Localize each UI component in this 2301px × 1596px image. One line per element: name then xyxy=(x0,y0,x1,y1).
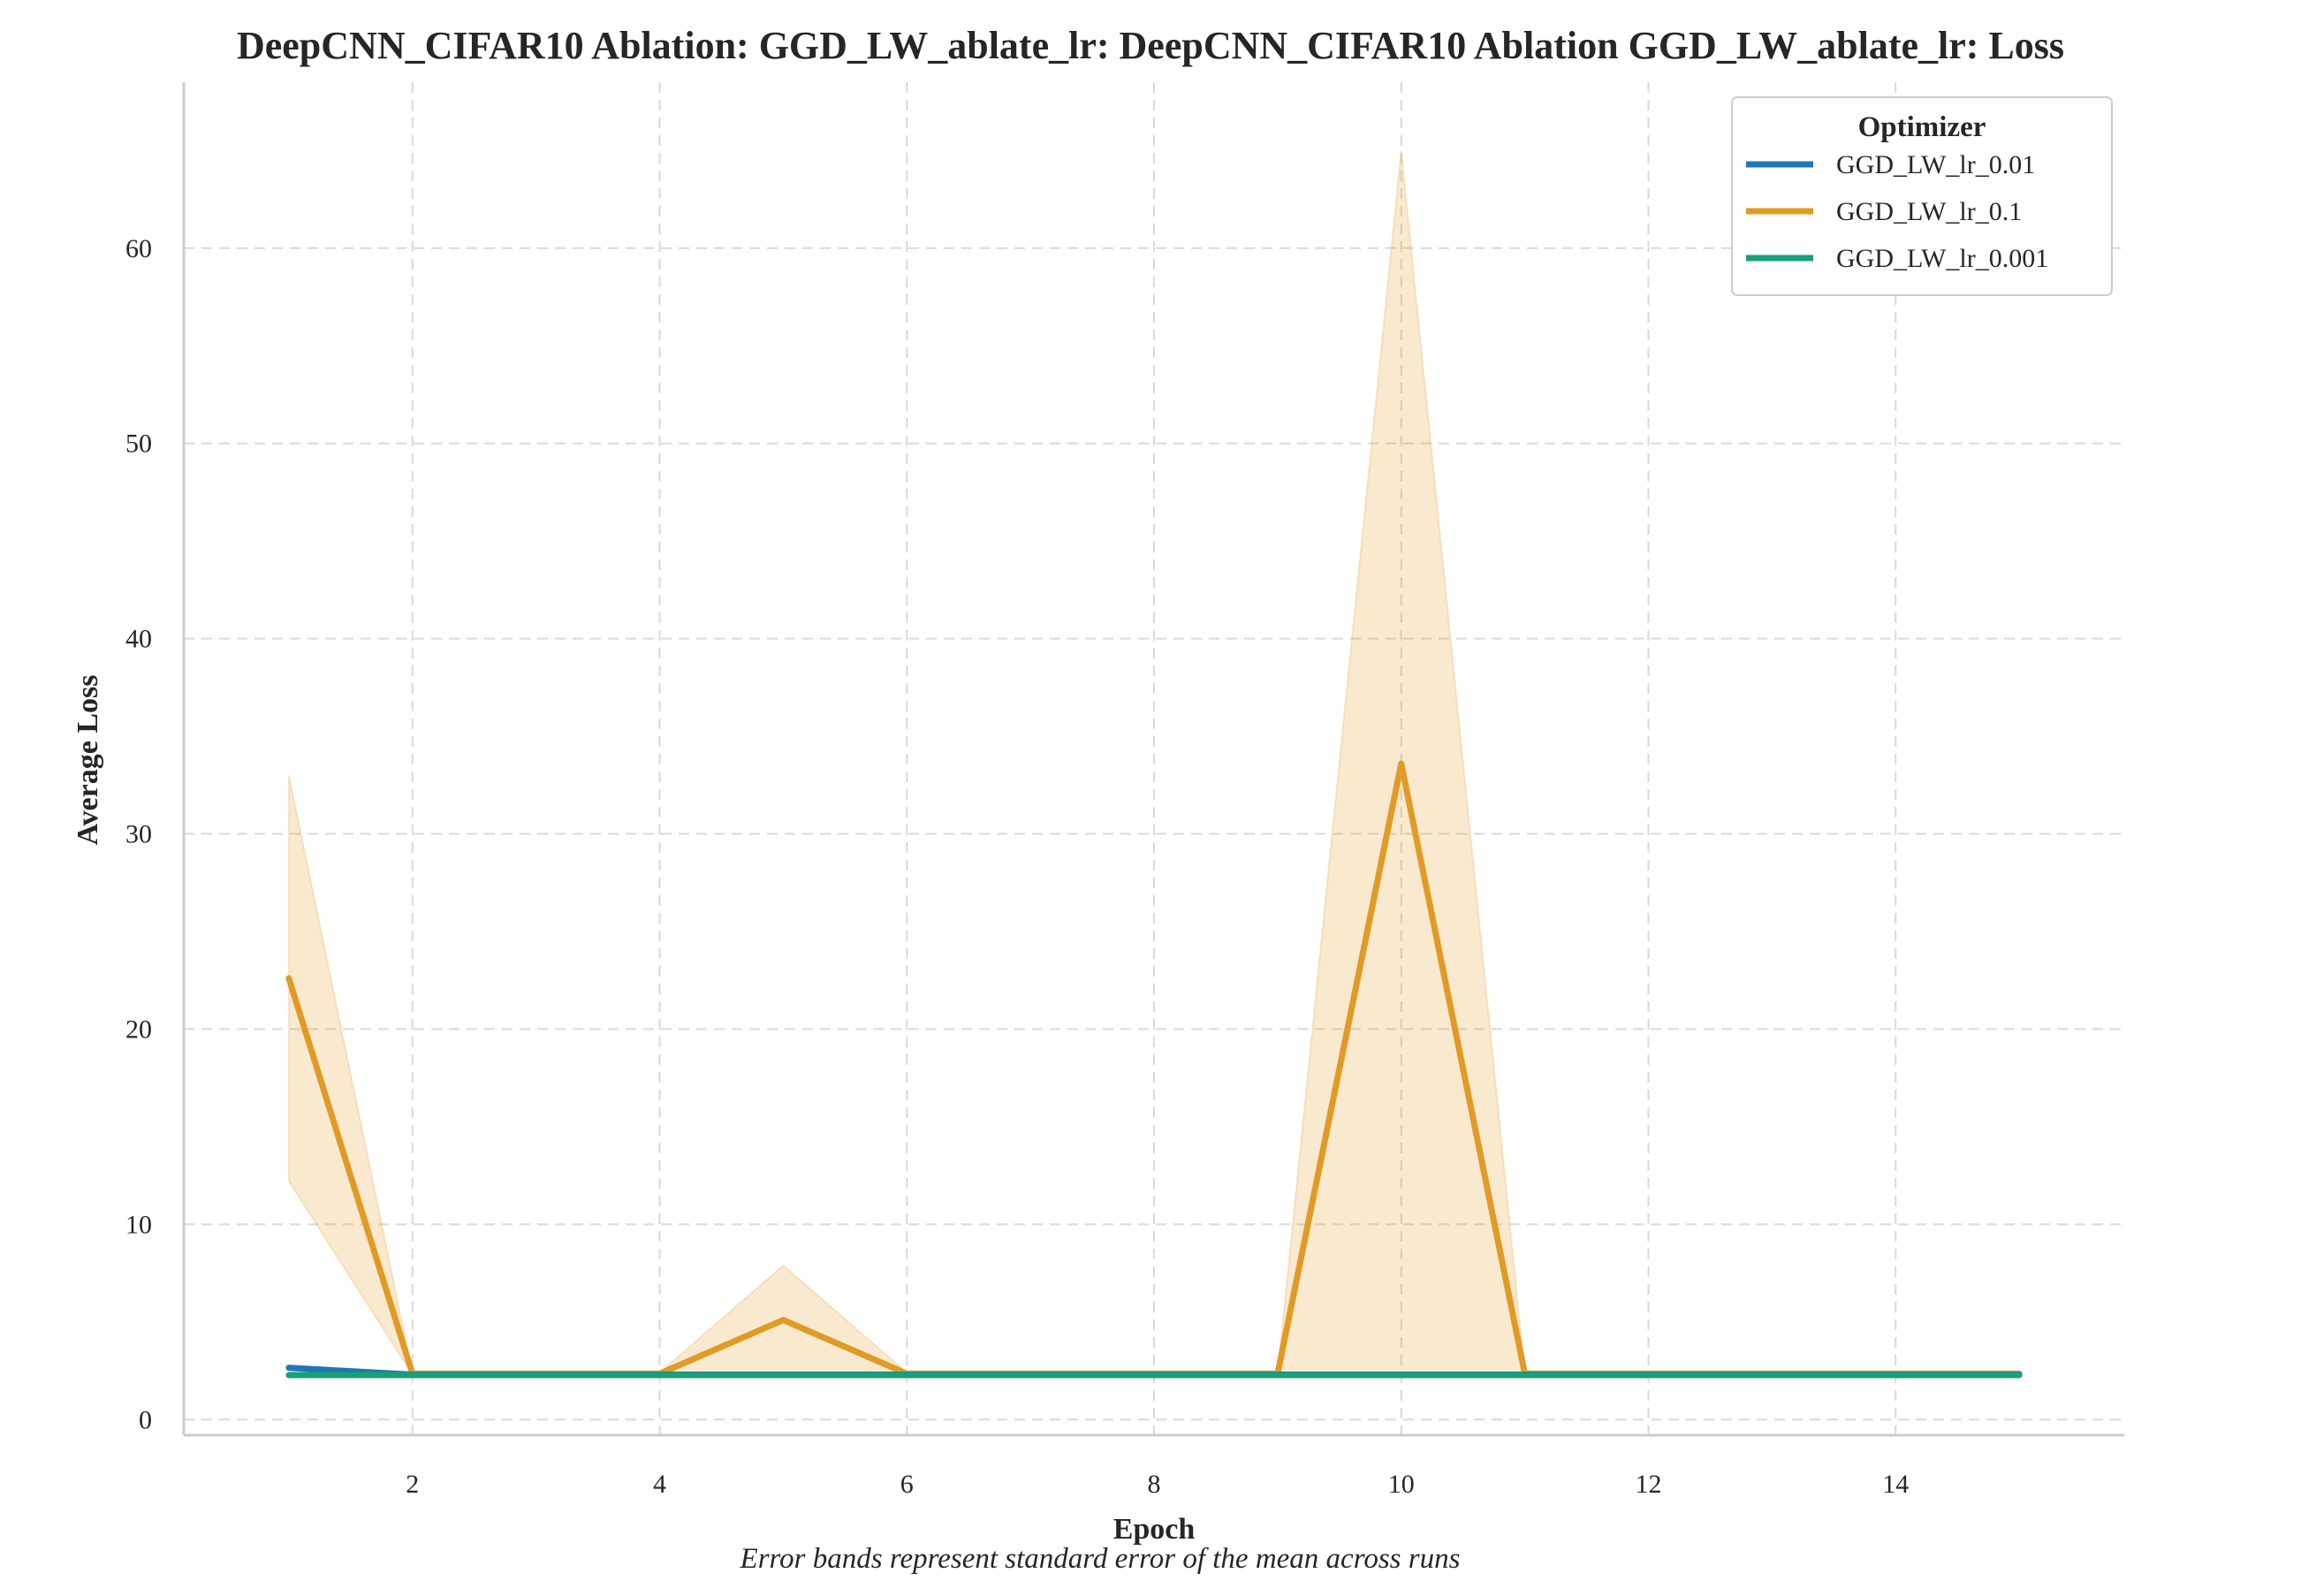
x-tick-label: 8 xyxy=(1148,1470,1161,1499)
legend-label: GGD_LW_lr_0.001 xyxy=(1836,244,2048,273)
x-tick-label: 10 xyxy=(1388,1470,1415,1499)
y-tick-label: 0 xyxy=(139,1405,152,1434)
legend-label: GGD_LW_lr_0.1 xyxy=(1836,197,2022,226)
chart-caption: Error bands represent standard error of … xyxy=(740,1543,1461,1575)
y-tick-label: 30 xyxy=(125,820,152,849)
series-line-ggd-lw-lr-0-1 xyxy=(285,760,2023,1377)
legend-items: GGD_LW_lr_0.01 GGD_LW_lr_0.1 GGD_LW_lr_0.0… xyxy=(1746,150,2048,273)
chart-title: DeepCNN_CIFAR10 Ablation: GGD_LW_ablate_… xyxy=(237,24,2064,67)
legend: Optimizer GGD_LW_lr_0.01GGD_LW_lr_0.1GGD… xyxy=(1731,96,2113,296)
x-tick-label: 2 xyxy=(406,1470,419,1499)
x-tick-label: 14 xyxy=(1882,1470,1909,1499)
grid-lines xyxy=(184,82,2124,1435)
y-tick-label: 50 xyxy=(125,429,152,459)
y-tick-label: 10 xyxy=(125,1210,152,1239)
series-lines xyxy=(285,760,2023,1379)
legend-box xyxy=(1731,96,2113,296)
y-axis-label: Average Loss xyxy=(72,675,104,846)
y-tick-label: 40 xyxy=(125,625,152,654)
x-tick-label: 12 xyxy=(1635,1470,1661,1499)
legend-label: GGD_LW_lr_0.01 xyxy=(1836,150,2035,179)
y-tick-label: 60 xyxy=(125,234,152,263)
x-tick-label: 4 xyxy=(653,1470,666,1499)
x-axis-label: Epoch xyxy=(1113,1513,1196,1546)
legend-title: Optimizer xyxy=(1858,111,1986,143)
x-tick-labels: 2 4 6 8 10 12 14 xyxy=(406,1470,1909,1499)
y-tick-label: 20 xyxy=(125,1015,152,1044)
y-tick-labels: 0 10 20 30 40 50 60 xyxy=(125,234,152,1435)
x-tick-label: 6 xyxy=(900,1470,914,1499)
